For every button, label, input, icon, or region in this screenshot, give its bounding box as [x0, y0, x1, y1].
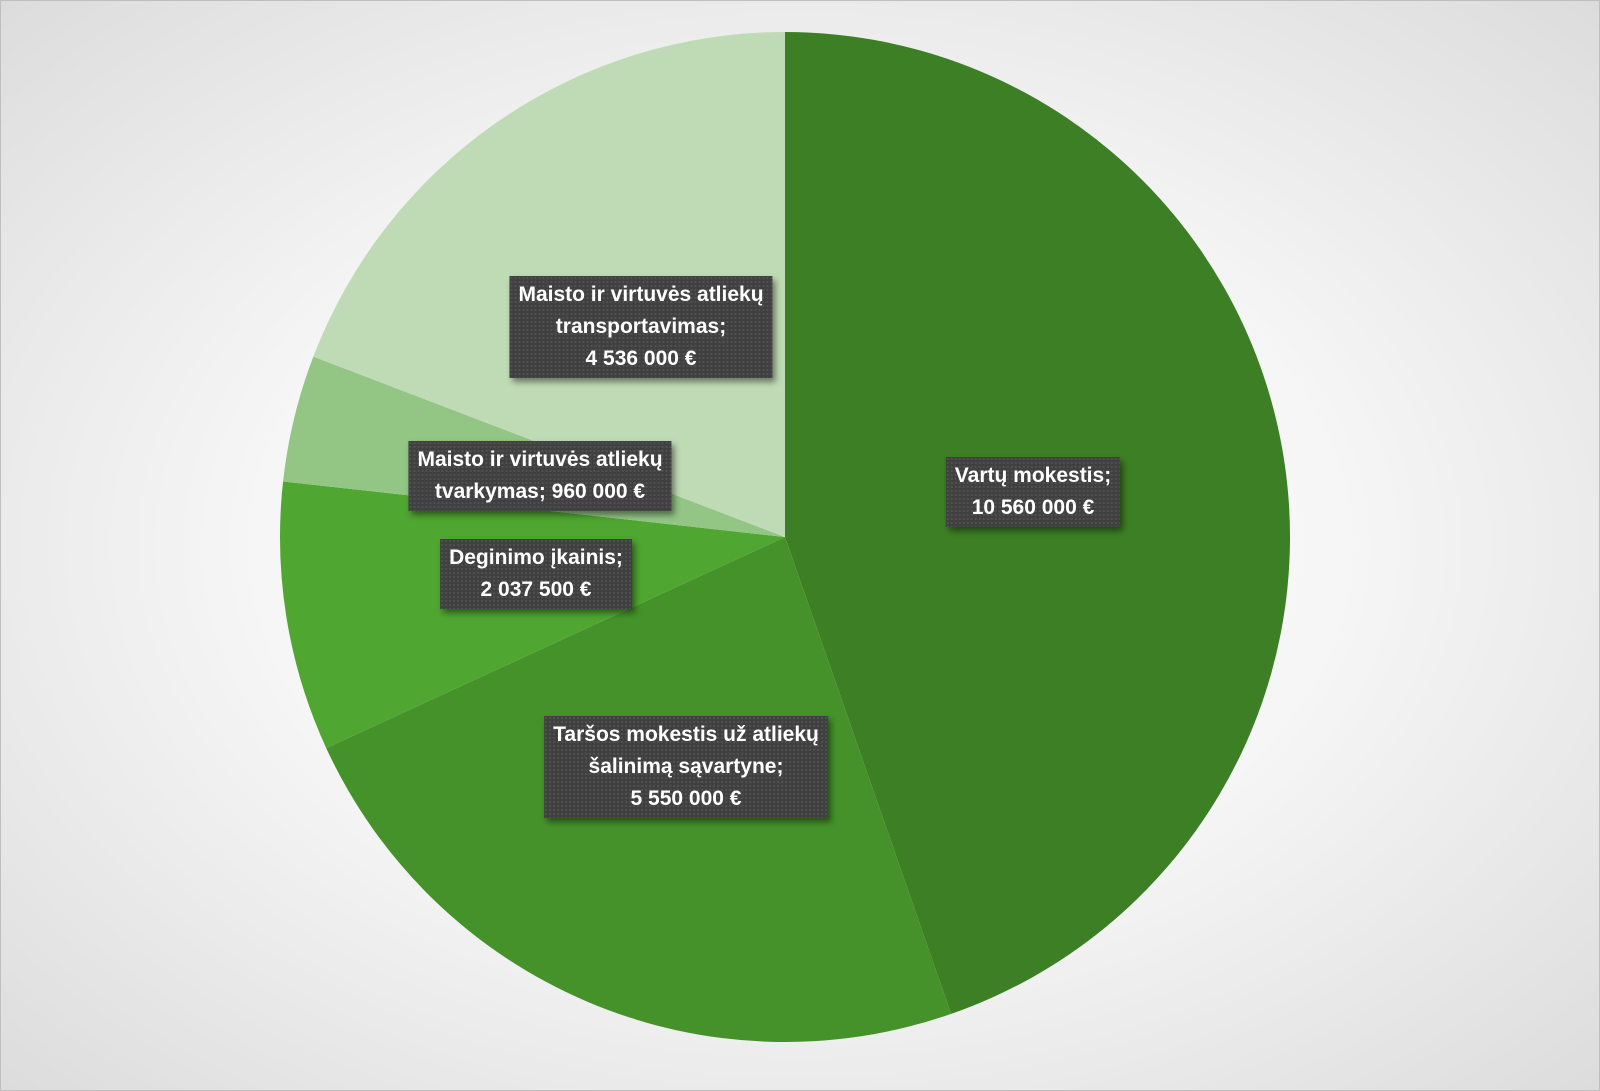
data-label-line: 10 560 000 €	[971, 496, 1095, 519]
data-label-line: šalinimą sąvartyne;	[588, 755, 784, 778]
data-label-3: Deginimo įkainis; 2 037 500 €	[440, 539, 632, 609]
data-label-line: 4 536 000 €	[585, 347, 697, 370]
data-label-1: Vartų mokestis; 10 560 000 €	[945, 457, 1121, 527]
data-label-line: Deginimo įkainis;	[449, 546, 623, 569]
data-label-line: Taršos mokestis už atliekų	[553, 723, 819, 746]
data-label-line: 5 550 000 €	[630, 787, 742, 810]
data-label-line: tvarkymas; 960 000 €	[434, 480, 646, 503]
data-label-line: Vartų mokestis;	[954, 464, 1112, 487]
data-label-line: Maisto ir virtuvės atliekų	[417, 448, 663, 471]
data-label-2: Taršos mokestis už atliekų šalinimą sąvar…	[544, 716, 828, 818]
data-label-4: Maisto ir virtuvės atliekų tvarkymas; 960…	[408, 441, 672, 511]
data-label-line: transportavimas;	[555, 315, 727, 338]
data-label-line: Maisto ir virtuvės atliekų	[518, 283, 764, 306]
pie-slice-3	[280, 481, 785, 749]
data-label-5: Maisto ir virtuvės atliekų transportavima…	[509, 276, 773, 378]
data-label-line: 2 037 500 €	[480, 578, 592, 601]
